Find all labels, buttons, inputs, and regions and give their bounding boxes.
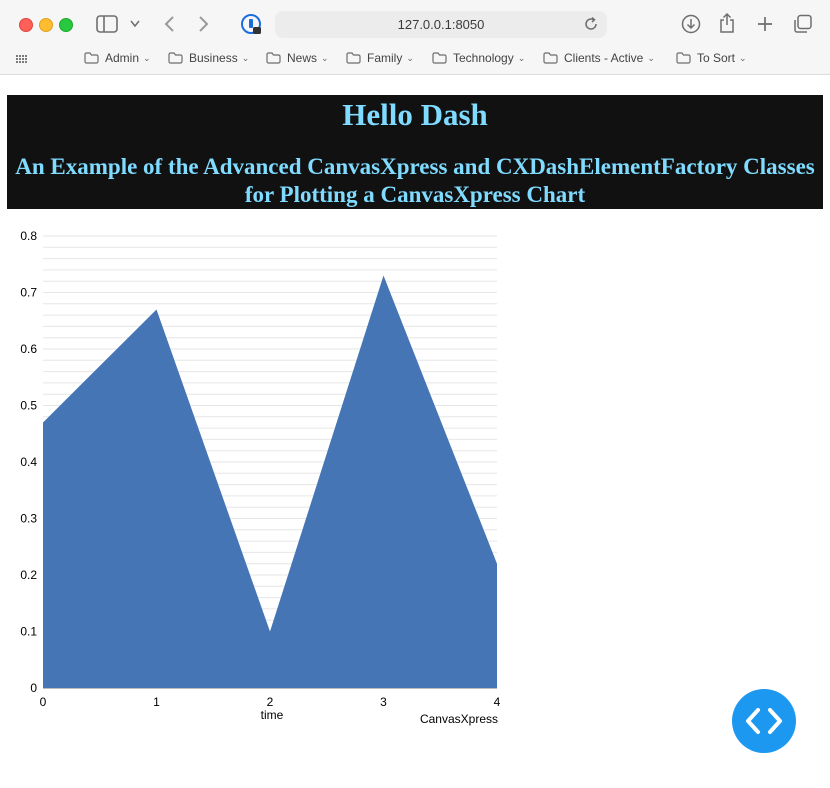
y-tick-label: 0.6 bbox=[20, 342, 37, 356]
dev-tools-button[interactable] bbox=[732, 689, 796, 753]
folder-icon bbox=[346, 52, 361, 64]
folder-icon bbox=[432, 52, 447, 64]
bookmark-folder-to-sort[interactable]: To Sort ⌄ bbox=[676, 51, 747, 65]
bookmark-label: Business bbox=[189, 51, 238, 65]
chevron-down-icon: ⌄ bbox=[321, 52, 329, 63]
bookmark-folder-clients-active[interactable]: Clients - Active ⌄ bbox=[543, 51, 655, 65]
x-tick-label: 0 bbox=[40, 695, 47, 709]
y-tick-label: 0.7 bbox=[20, 286, 37, 300]
zoom-window-button[interactable] bbox=[59, 18, 73, 32]
bookmark-label: Family bbox=[367, 51, 403, 65]
folder-icon bbox=[84, 52, 99, 64]
y-tick-label: 0.2 bbox=[20, 568, 37, 582]
address-bar[interactable]: 127.0.0.1:8050 bbox=[275, 11, 607, 38]
y-tick-label: 0.4 bbox=[20, 455, 37, 469]
chevron-down-icon: ⌄ bbox=[143, 52, 151, 63]
page-header: Hello Dash An Example of the Advanced Ca… bbox=[7, 95, 823, 209]
url-text: 127.0.0.1:8050 bbox=[397, 17, 485, 32]
chevron-down-icon: ⌄ bbox=[647, 52, 655, 63]
x-tick-label: 3 bbox=[380, 695, 387, 709]
bookmark-label: Admin bbox=[105, 51, 140, 65]
chevron-down-icon: ⌄ bbox=[241, 52, 250, 63]
share-icon[interactable] bbox=[718, 12, 736, 34]
bookmarks-bar: Admin ⌄ Business ⌄ News ⌄ Family ⌄ Technology ⌄ Cl… bbox=[0, 48, 830, 70]
x-tick-label: 2 bbox=[267, 695, 274, 709]
bookmark-label: News bbox=[287, 51, 318, 65]
minimize-window-button[interactable] bbox=[39, 18, 53, 32]
x-axis-label: time bbox=[261, 708, 284, 722]
chevron-down-icon: ⌄ bbox=[406, 52, 414, 63]
bookmark-folder-news[interactable]: News ⌄ bbox=[266, 51, 329, 65]
area-chart: 0 0.1 0.2 0.3 0.4 0.5 0.6 0.7 0.8 0 1 2 3 4 time Canv… bbox=[20, 229, 500, 726]
chevron-down-icon: ⌄ bbox=[739, 52, 747, 63]
y-tick-label: 0.3 bbox=[20, 512, 37, 526]
y-tick-label: 0.8 bbox=[20, 229, 37, 243]
page-subtitle: An Example of the Advanced CanvasXpress … bbox=[15, 154, 815, 207]
folder-icon bbox=[543, 52, 558, 64]
x-tick-label: 1 bbox=[153, 695, 160, 709]
grid-icon[interactable] bbox=[16, 55, 28, 63]
chart-area bbox=[43, 275, 497, 688]
tab-overview-icon[interactable] bbox=[793, 14, 813, 34]
folder-icon bbox=[168, 52, 183, 64]
password-manager-icon[interactable] bbox=[241, 14, 263, 36]
folder-icon bbox=[266, 52, 281, 64]
new-tab-icon[interactable] bbox=[756, 15, 774, 33]
chevron-down-icon: ⌄ bbox=[517, 52, 526, 63]
y-tick-label: 0.1 bbox=[20, 625, 37, 639]
bookmark-label: Technology bbox=[453, 51, 514, 65]
y-tick-label: 0.5 bbox=[20, 399, 37, 413]
bookmark-label: To Sort bbox=[697, 51, 736, 65]
y-tick-label: 0 bbox=[30, 681, 37, 695]
bookmark-folder-technology[interactable]: Technology ⌄ bbox=[432, 51, 525, 65]
close-window-button[interactable] bbox=[19, 18, 33, 32]
downloads-icon[interactable] bbox=[681, 14, 701, 34]
chart-axes: 0 0.1 0.2 0.3 0.4 0.5 0.6 0.7 0.8 0 1 2 3 4 bbox=[20, 229, 500, 709]
folder-icon bbox=[676, 52, 691, 64]
code-brackets-icon bbox=[746, 708, 782, 734]
bookmark-folder-family[interactable]: Family ⌄ bbox=[346, 51, 414, 65]
x-tick-label: 4 bbox=[494, 695, 501, 709]
back-icon[interactable] bbox=[163, 15, 175, 33]
browser-toolbar: 127.0.0.1:8050 Admin ⌄ Business ⌄ News ⌄ Famil… bbox=[0, 0, 830, 75]
area-series[interactable] bbox=[43, 275, 497, 688]
sidebar-toggle-icon[interactable] bbox=[96, 15, 118, 33]
forward-icon[interactable] bbox=[198, 15, 210, 33]
chevron-down-icon[interactable] bbox=[130, 20, 140, 28]
bookmark-folder-admin[interactable]: Admin ⌄ bbox=[84, 51, 151, 65]
chart-credit: CanvasXpress bbox=[420, 712, 498, 726]
page-title: Hello Dash bbox=[342, 97, 488, 132]
reload-icon[interactable] bbox=[583, 16, 599, 32]
bookmark-folder-business[interactable]: Business ⌄ bbox=[168, 51, 249, 65]
bookmark-label: Clients - Active bbox=[564, 51, 644, 65]
